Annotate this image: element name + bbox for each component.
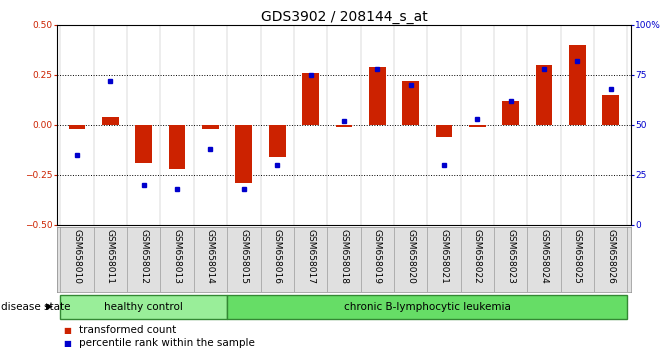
- Text: chronic B-lymphocytic leukemia: chronic B-lymphocytic leukemia: [344, 302, 511, 312]
- Text: GSM658018: GSM658018: [340, 229, 348, 284]
- Text: GSM658012: GSM658012: [140, 229, 148, 284]
- Bar: [603, 95, 619, 125]
- Bar: [60, 295, 227, 319]
- Text: GSM658017: GSM658017: [306, 229, 315, 284]
- Bar: [369, 67, 386, 125]
- Text: transformed count: transformed count: [79, 325, 176, 335]
- Text: GSM658014: GSM658014: [206, 229, 215, 284]
- Bar: [68, 125, 85, 129]
- Text: GSM658026: GSM658026: [606, 229, 615, 284]
- Bar: [535, 65, 552, 125]
- Text: GSM658024: GSM658024: [539, 229, 548, 283]
- Text: GSM658021: GSM658021: [440, 229, 448, 284]
- Text: GSM658013: GSM658013: [172, 229, 182, 284]
- Text: ■: ■: [64, 339, 72, 348]
- Bar: [136, 125, 152, 163]
- Bar: [227, 295, 627, 319]
- Bar: [503, 101, 519, 125]
- Title: GDS3902 / 208144_s_at: GDS3902 / 208144_s_at: [260, 10, 427, 24]
- Bar: [402, 81, 419, 125]
- Bar: [102, 117, 119, 125]
- Text: disease state: disease state: [1, 302, 71, 312]
- Bar: [302, 73, 319, 125]
- Bar: [202, 125, 219, 129]
- Text: ■: ■: [64, 326, 72, 335]
- Bar: [569, 45, 586, 125]
- Text: healthy control: healthy control: [104, 302, 183, 312]
- Text: percentile rank within the sample: percentile rank within the sample: [79, 338, 254, 348]
- Bar: [236, 125, 252, 183]
- Text: GSM658025: GSM658025: [573, 229, 582, 284]
- Bar: [169, 125, 185, 169]
- Text: GSM658020: GSM658020: [406, 229, 415, 284]
- Text: GSM658019: GSM658019: [373, 229, 382, 284]
- Text: GSM658022: GSM658022: [473, 229, 482, 283]
- Text: GSM658011: GSM658011: [106, 229, 115, 284]
- Text: ▶: ▶: [46, 302, 52, 311]
- Text: GSM658015: GSM658015: [240, 229, 248, 284]
- Bar: [336, 125, 352, 127]
- Text: GSM658016: GSM658016: [272, 229, 282, 284]
- Bar: [269, 125, 286, 157]
- Bar: [435, 125, 452, 137]
- Text: GSM658010: GSM658010: [72, 229, 82, 284]
- Text: GSM658023: GSM658023: [506, 229, 515, 284]
- Bar: [469, 125, 486, 127]
